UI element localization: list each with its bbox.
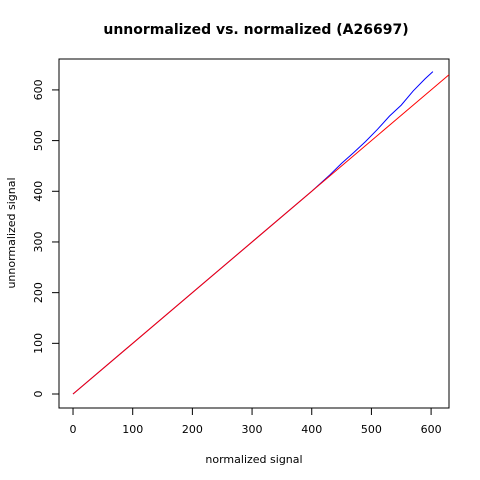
x-tick-label: 500 [361, 423, 382, 436]
x-tick-label: 400 [301, 423, 322, 436]
x-tick-label: 0 [70, 423, 77, 436]
plot-area [72, 71, 449, 395]
plot-frame [58, 58, 450, 409]
x-tick-label: 200 [182, 423, 203, 436]
data-line [72, 74, 449, 395]
y-axis-label: unnormalized signal [5, 177, 18, 288]
x-tick-label: 100 [122, 423, 143, 436]
x-axis-label: normalized signal [205, 453, 302, 466]
y-tick-label: 100 [32, 333, 45, 354]
chart-title: unnormalized vs. normalized (A26697) [103, 22, 408, 38]
x-tick-label: 300 [242, 423, 263, 436]
y-tick-label: 600 [32, 79, 45, 100]
y-tick-label: 0 [32, 391, 45, 398]
x-tick-label: 600 [421, 423, 442, 436]
y-tick-label: 200 [32, 282, 45, 303]
y-tick-label: 500 [32, 130, 45, 151]
y-tick-label: 400 [32, 181, 45, 202]
y-tick-label: 300 [32, 231, 45, 252]
data-line [72, 71, 434, 395]
